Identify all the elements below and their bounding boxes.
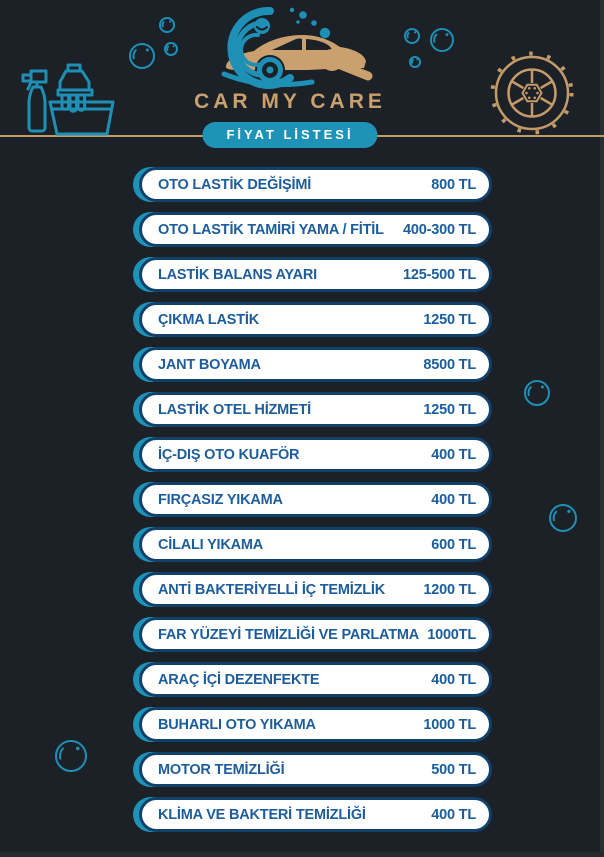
price-row: FIRÇASIZ YIKAMA 400 TL <box>139 482 492 517</box>
price-list-title: FİYAT LİSTESİ <box>202 122 378 148</box>
service-label: BUHARLI OTO YIKAMA <box>158 716 316 733</box>
page-edge-right <box>600 0 604 857</box>
price-row: OTO LASTİK TAMİRİ YAMA / FİTİL 400-300 T… <box>139 212 492 247</box>
bubble-icon <box>55 740 87 772</box>
service-price: 400-300 TL <box>403 221 476 238</box>
tire-icon <box>490 51 574 135</box>
service-label: KLİMA VE BAKTERİ TEMİZLİĞİ <box>158 806 366 823</box>
price-row: ÇIKMA LASTİK 1250 TL <box>139 302 492 337</box>
bubble-icon <box>129 43 155 69</box>
service-label: FIRÇASIZ YIKAMA <box>158 491 283 508</box>
service-label: CİLALI YIKAMA <box>158 536 264 553</box>
price-row: JANT BOYAMA 8500 TL <box>139 347 492 382</box>
service-price: 800 TL <box>431 176 476 193</box>
bubble-icon <box>159 17 175 33</box>
price-row: İÇ-DIŞ OTO KUAFÖR 400 TL <box>139 437 492 472</box>
bubble-icon <box>524 380 550 406</box>
service-price: 8500 TL <box>423 356 476 373</box>
price-row: OTO LASTİK DEĞİŞİMİ 800 TL <box>139 167 492 202</box>
price-row: ARAÇ İÇİ DEZENFEKTE 400 TL <box>139 662 492 697</box>
price-row: LASTİK BALANS AYARI 125-500 TL <box>139 257 492 292</box>
service-label: ÇIKMA LASTİK <box>158 311 259 328</box>
bubble-icon <box>549 504 577 532</box>
service-price: 500 TL <box>431 761 476 778</box>
price-row: FAR YÜZEYİ TEMİZLİĞİ VE PARLATMA 1000TL <box>139 617 492 652</box>
bubble-icon <box>430 28 454 52</box>
brand-name: CAR MY CARE <box>194 90 386 113</box>
bubble-icon <box>404 28 420 44</box>
service-price: 1000TL <box>427 626 476 643</box>
service-label: MOTOR TEMİZLİĞİ <box>158 761 285 778</box>
bubble-icon <box>164 42 178 56</box>
service-price: 400 TL <box>431 491 476 508</box>
price-row: BUHARLI OTO YIKAMA 1000 TL <box>139 707 492 742</box>
price-row: LASTİK OTEL HİZMETİ 1250 TL <box>139 392 492 427</box>
service-label: OTO LASTİK TAMİRİ YAMA / FİTİL <box>158 221 384 238</box>
service-price: 1000 TL <box>423 716 476 733</box>
price-row: CİLALI YIKAMA 600 TL <box>139 527 492 562</box>
service-price: 400 TL <box>431 446 476 463</box>
service-label: JANT BOYAMA <box>158 356 261 373</box>
price-list: OTO LASTİK DEĞİŞİMİ 800 TL OTO LASTİK TA… <box>139 167 492 842</box>
price-row: MOTOR TEMİZLİĞİ 500 TL <box>139 752 492 787</box>
service-label: ARAÇ İÇİ DEZENFEKTE <box>158 671 320 688</box>
service-label: ANTİ BAKTERİYELLİ İÇ TEMİZLİK <box>158 581 385 598</box>
price-row: KLİMA VE BAKTERİ TEMİZLİĞİ 400 TL <box>139 797 492 832</box>
service-label: FAR YÜZEYİ TEMİZLİĞİ VE PARLATMA <box>158 626 420 643</box>
service-label: OTO LASTİK DEĞİŞİMİ <box>158 176 312 193</box>
service-label: İÇ-DIŞ OTO KUAFÖR <box>158 446 300 463</box>
bubble-icon <box>409 56 421 68</box>
car-wash-logo-icon <box>221 6 373 89</box>
page-edge-bottom <box>0 852 604 857</box>
service-label: LASTİK OTEL HİZMETİ <box>158 401 312 418</box>
price-row: ANTİ BAKTERİYELLİ İÇ TEMİZLİK 1200 TL <box>139 572 492 607</box>
service-label: LASTİK BALANS AYARI <box>158 266 317 283</box>
service-price: 400 TL <box>431 671 476 688</box>
service-price: 125-500 TL <box>403 266 476 283</box>
service-price: 600 TL <box>431 536 476 553</box>
service-price: 400 TL <box>431 806 476 823</box>
cleaning-supplies-icon <box>21 63 115 136</box>
service-price: 1250 TL <box>423 401 476 418</box>
service-price: 1200 TL <box>423 581 476 598</box>
service-price: 1250 TL <box>423 311 476 328</box>
